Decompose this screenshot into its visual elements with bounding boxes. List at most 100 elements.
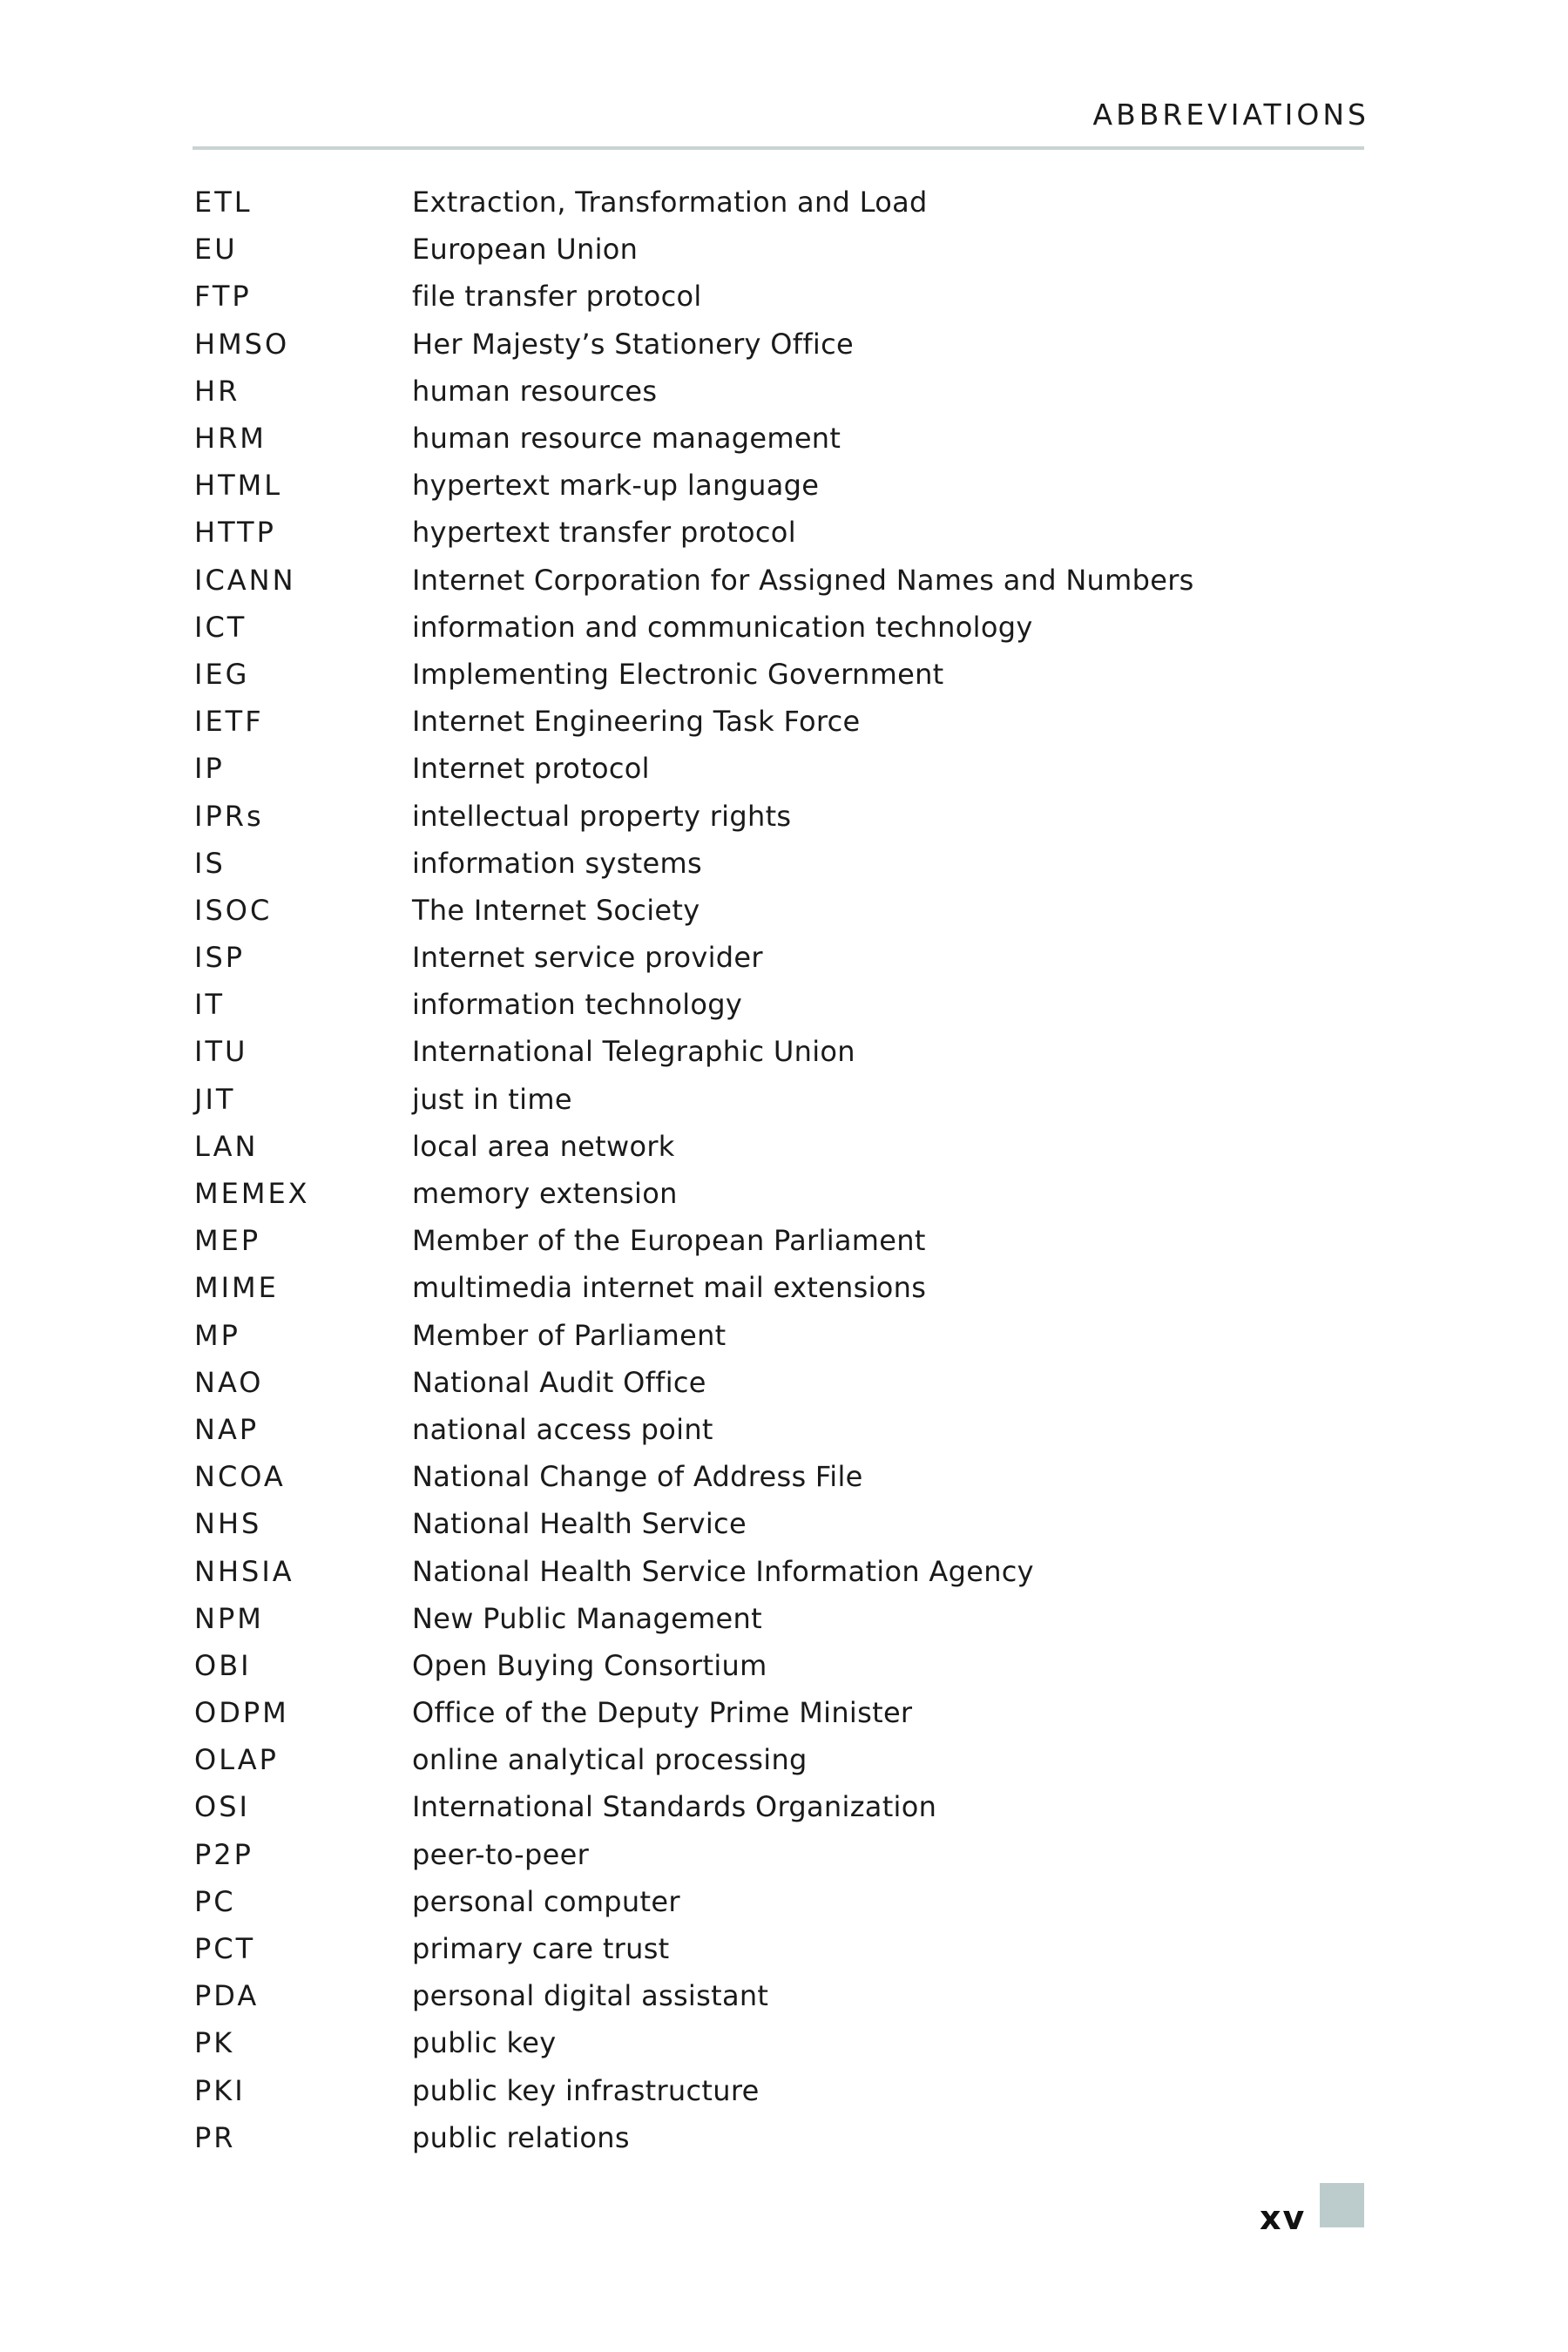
abbreviation-row: PC personal computer bbox=[194, 1878, 1414, 1925]
abbreviation-row: ISOC The Internet Society bbox=[194, 887, 1414, 934]
abbreviation-row: ETL Extraction, Transformation and Load bbox=[194, 179, 1414, 226]
abbreviation-definition: National Health Service Information Agen… bbox=[412, 1554, 1034, 1588]
abbreviation-definition: online analytical processing bbox=[412, 1743, 808, 1777]
abbreviation-definition: European Union bbox=[412, 233, 639, 267]
abbreviation-row: IETF Internet Engineering Task Force bbox=[194, 698, 1414, 745]
abbreviation-row: OSI International Standards Organization bbox=[194, 1783, 1414, 1830]
abbreviation-row: NHSIA National Health Service Information… bbox=[194, 1547, 1414, 1594]
abbreviation-term: MP bbox=[194, 1318, 240, 1352]
abbreviation-row: ODPM Office of the Deputy Prime Minister bbox=[194, 1689, 1414, 1736]
abbreviation-list: ETL Extraction, Transformation and Load EU… bbox=[194, 179, 1414, 2161]
abbreviation-term: PK bbox=[194, 2026, 235, 2060]
abbreviation-row: FTP file transfer protocol bbox=[194, 273, 1414, 320]
abbreviation-term: MIME bbox=[194, 1271, 279, 1305]
abbreviation-definition: human resources bbox=[412, 374, 658, 408]
abbreviation-row: NPM New Public Management bbox=[194, 1595, 1414, 1642]
abbreviation-definition: International Telegraphic Union bbox=[412, 1035, 855, 1069]
abbreviation-row: PK public key bbox=[194, 2019, 1414, 2066]
abbreviation-row: MP Member of Parliament bbox=[194, 1312, 1414, 1359]
abbreviation-definition: just in time bbox=[412, 1082, 572, 1116]
abbreviation-definition: Her Majesty’s Stationery Office bbox=[412, 327, 854, 361]
abbreviation-term: PDA bbox=[194, 1979, 260, 2013]
running-head: ABBREVIATIONS bbox=[1092, 98, 1369, 132]
abbreviation-term: FTP bbox=[194, 280, 252, 314]
abbreviation-definition: national access point bbox=[412, 1412, 713, 1446]
abbreviation-term: NHSIA bbox=[194, 1554, 294, 1588]
abbreviation-term: HMSO bbox=[194, 327, 290, 361]
abbreviation-row: JIT just in time bbox=[194, 1076, 1414, 1123]
abbreviation-term: PC bbox=[194, 1884, 236, 1918]
abbreviation-term: ODPM bbox=[194, 1696, 289, 1730]
abbreviation-definition: personal digital assistant bbox=[412, 1979, 769, 2013]
abbreviation-row: PDA personal digital assistant bbox=[194, 1972, 1414, 2019]
abbreviation-row: MEMEX memory extension bbox=[194, 1170, 1414, 1217]
abbreviation-row: HTTP hypertext transfer protocol bbox=[194, 509, 1414, 556]
abbreviation-definition: memory extension bbox=[412, 1177, 678, 1211]
abbreviation-row: IS information systems bbox=[194, 840, 1414, 887]
abbreviation-row: NHS National Health Service bbox=[194, 1500, 1414, 1547]
abbreviation-row: MIME multimedia internet mail extensions bbox=[194, 1264, 1414, 1311]
abbreviation-definition: multimedia internet mail extensions bbox=[412, 1271, 927, 1305]
abbreviation-definition: file transfer protocol bbox=[412, 280, 702, 314]
abbreviation-row: ICT information and communication technol… bbox=[194, 604, 1414, 651]
abbreviation-definition: Office of the Deputy Prime Minister bbox=[412, 1696, 913, 1730]
abbreviation-term: IEG bbox=[194, 657, 250, 691]
abbreviation-definition: Member of Parliament bbox=[412, 1318, 727, 1352]
abbreviation-term: NAP bbox=[194, 1412, 260, 1446]
abbreviation-definition: Open Buying Consortium bbox=[412, 1648, 767, 1682]
abbreviation-term: NPM bbox=[194, 1601, 264, 1635]
abbreviation-row: OBI Open Buying Consortium bbox=[194, 1642, 1414, 1689]
abbreviation-definition: intellectual property rights bbox=[412, 799, 792, 833]
abbreviation-row: HRM human resource management bbox=[194, 415, 1414, 462]
abbreviation-row: IEG Implementing Electronic Government bbox=[194, 651, 1414, 698]
abbreviation-definition: National Change of Address File bbox=[412, 1460, 863, 1494]
abbreviation-row: LAN local area network bbox=[194, 1123, 1414, 1170]
abbreviation-term: HRM bbox=[194, 422, 267, 456]
abbreviation-row: P2P peer-to-peer bbox=[194, 1831, 1414, 1878]
abbreviation-term: IP bbox=[194, 752, 225, 786]
abbreviation-term: ICT bbox=[194, 610, 247, 644]
abbreviation-definition: primary care trust bbox=[412, 1932, 670, 1966]
folio-square bbox=[1320, 2183, 1364, 2227]
abbreviation-row: HR human resources bbox=[194, 368, 1414, 415]
abbreviation-term: JIT bbox=[194, 1082, 236, 1116]
abbreviation-row: NAO National Audit Office bbox=[194, 1359, 1414, 1406]
abbreviation-row: OLAP online analytical processing bbox=[194, 1736, 1414, 1783]
abbreviation-term: EU bbox=[194, 233, 238, 267]
abbreviation-definition: New Public Management bbox=[412, 1601, 762, 1635]
abbreviation-row: EU European Union bbox=[194, 226, 1414, 273]
abbreviation-row: IT information technology bbox=[194, 981, 1414, 1028]
abbreviation-term: OSI bbox=[194, 1790, 250, 1824]
abbreviation-row: NCOA National Change of Address File bbox=[194, 1453, 1414, 1500]
abbreviation-definition: National Audit Office bbox=[412, 1365, 706, 1399]
abbreviation-definition: National Health Service bbox=[412, 1507, 747, 1541]
header-rule bbox=[193, 146, 1364, 150]
abbreviation-term: ETL bbox=[194, 186, 253, 220]
abbreviation-row: ICANN Internet Corporation for Assigned N… bbox=[194, 557, 1414, 604]
abbreviation-definition: Extraction, Transformation and Load bbox=[412, 186, 928, 220]
abbreviation-row: PKI public key infrastructure bbox=[194, 2067, 1414, 2114]
abbreviation-row: IP Internet protocol bbox=[194, 745, 1414, 792]
abbreviation-definition: personal computer bbox=[412, 1884, 680, 1918]
abbreviation-term: ITU bbox=[194, 1035, 248, 1069]
abbreviation-term: HTML bbox=[194, 469, 283, 503]
abbreviation-definition: hypertext transfer protocol bbox=[412, 516, 796, 550]
abbreviation-term: NCOA bbox=[194, 1460, 286, 1494]
abbreviation-row: HTML hypertext mark-up language bbox=[194, 462, 1414, 509]
abbreviation-term: IPRs bbox=[194, 799, 264, 833]
abbreviation-term: NHS bbox=[194, 1507, 262, 1541]
abbreviation-definition: Implementing Electronic Government bbox=[412, 657, 944, 691]
abbreviation-term: ISP bbox=[194, 941, 246, 975]
abbreviation-definition: public relations bbox=[412, 2120, 630, 2154]
abbreviation-row: HMSO Her Majesty’s Stationery Office bbox=[194, 321, 1414, 368]
abbreviation-definition: hypertext mark-up language bbox=[412, 469, 820, 503]
abbreviation-row: IPRs intellectual property rights bbox=[194, 792, 1414, 839]
abbreviation-definition: information systems bbox=[412, 846, 702, 880]
abbreviation-term: HR bbox=[194, 374, 240, 408]
abbreviation-term: ICANN bbox=[194, 563, 296, 597]
abbreviation-term: IS bbox=[194, 846, 226, 880]
abbreviation-row: ISP Internet service provider bbox=[194, 934, 1414, 981]
abbreviation-row: PR public relations bbox=[194, 2114, 1414, 2161]
abbreviation-definition: public key bbox=[412, 2026, 557, 2060]
abbreviation-term: LAN bbox=[194, 1129, 259, 1163]
